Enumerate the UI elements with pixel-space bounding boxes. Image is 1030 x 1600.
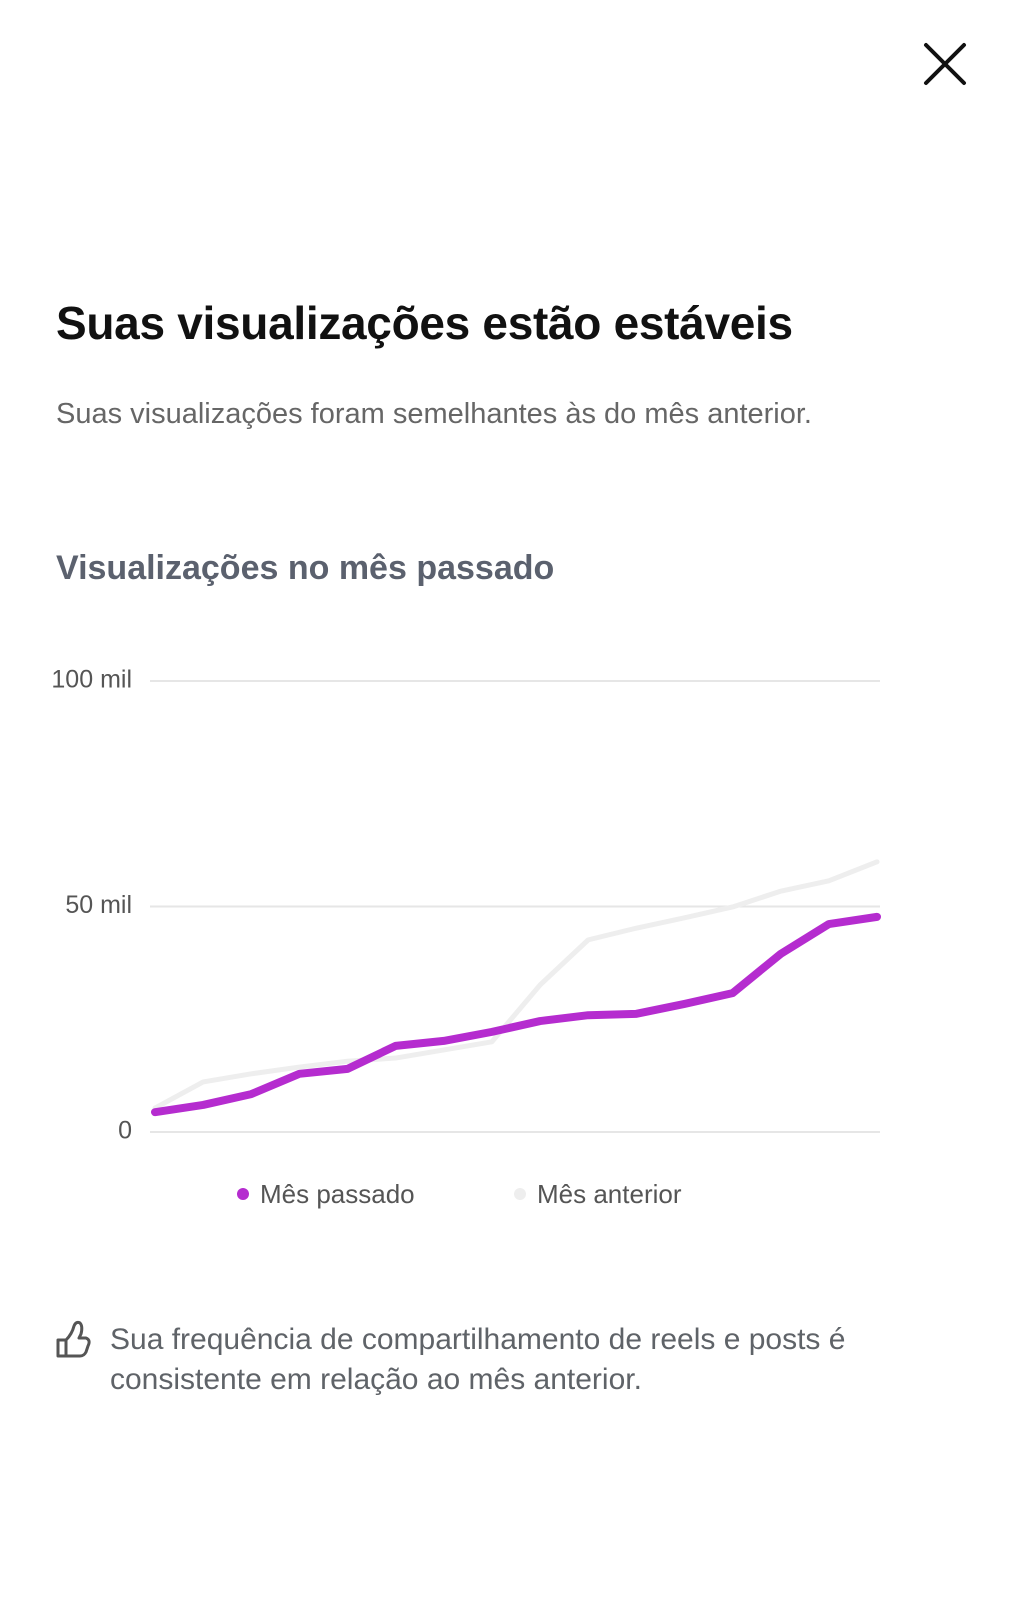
thumbs-up-icon	[56, 1320, 91, 1358]
note: Sua frequência de compartilhamento de re…	[110, 1323, 846, 1396]
title: Suas visualizações estão estáveis	[56, 297, 793, 349]
y-tick-label: 0	[118, 1117, 132, 1145]
close-icon-stroke	[924, 43, 966, 85]
legend-marker	[514, 1188, 526, 1200]
y-tick-label: 100 mil	[51, 666, 132, 694]
legend-label: Mês passado	[260, 1179, 415, 1209]
y-tick-label: 50 mil	[65, 891, 132, 919]
legend-label: Mês anterior	[537, 1179, 682, 1209]
series-line	[152, 859, 880, 1111]
chart-title: Visualizações no mês passado	[56, 549, 555, 587]
legend-marker	[237, 1188, 249, 1200]
subtitle: Suas visualizações foram semelhantes às …	[56, 398, 812, 430]
series-line	[151, 912, 881, 1117]
close-button[interactable]	[924, 43, 966, 85]
